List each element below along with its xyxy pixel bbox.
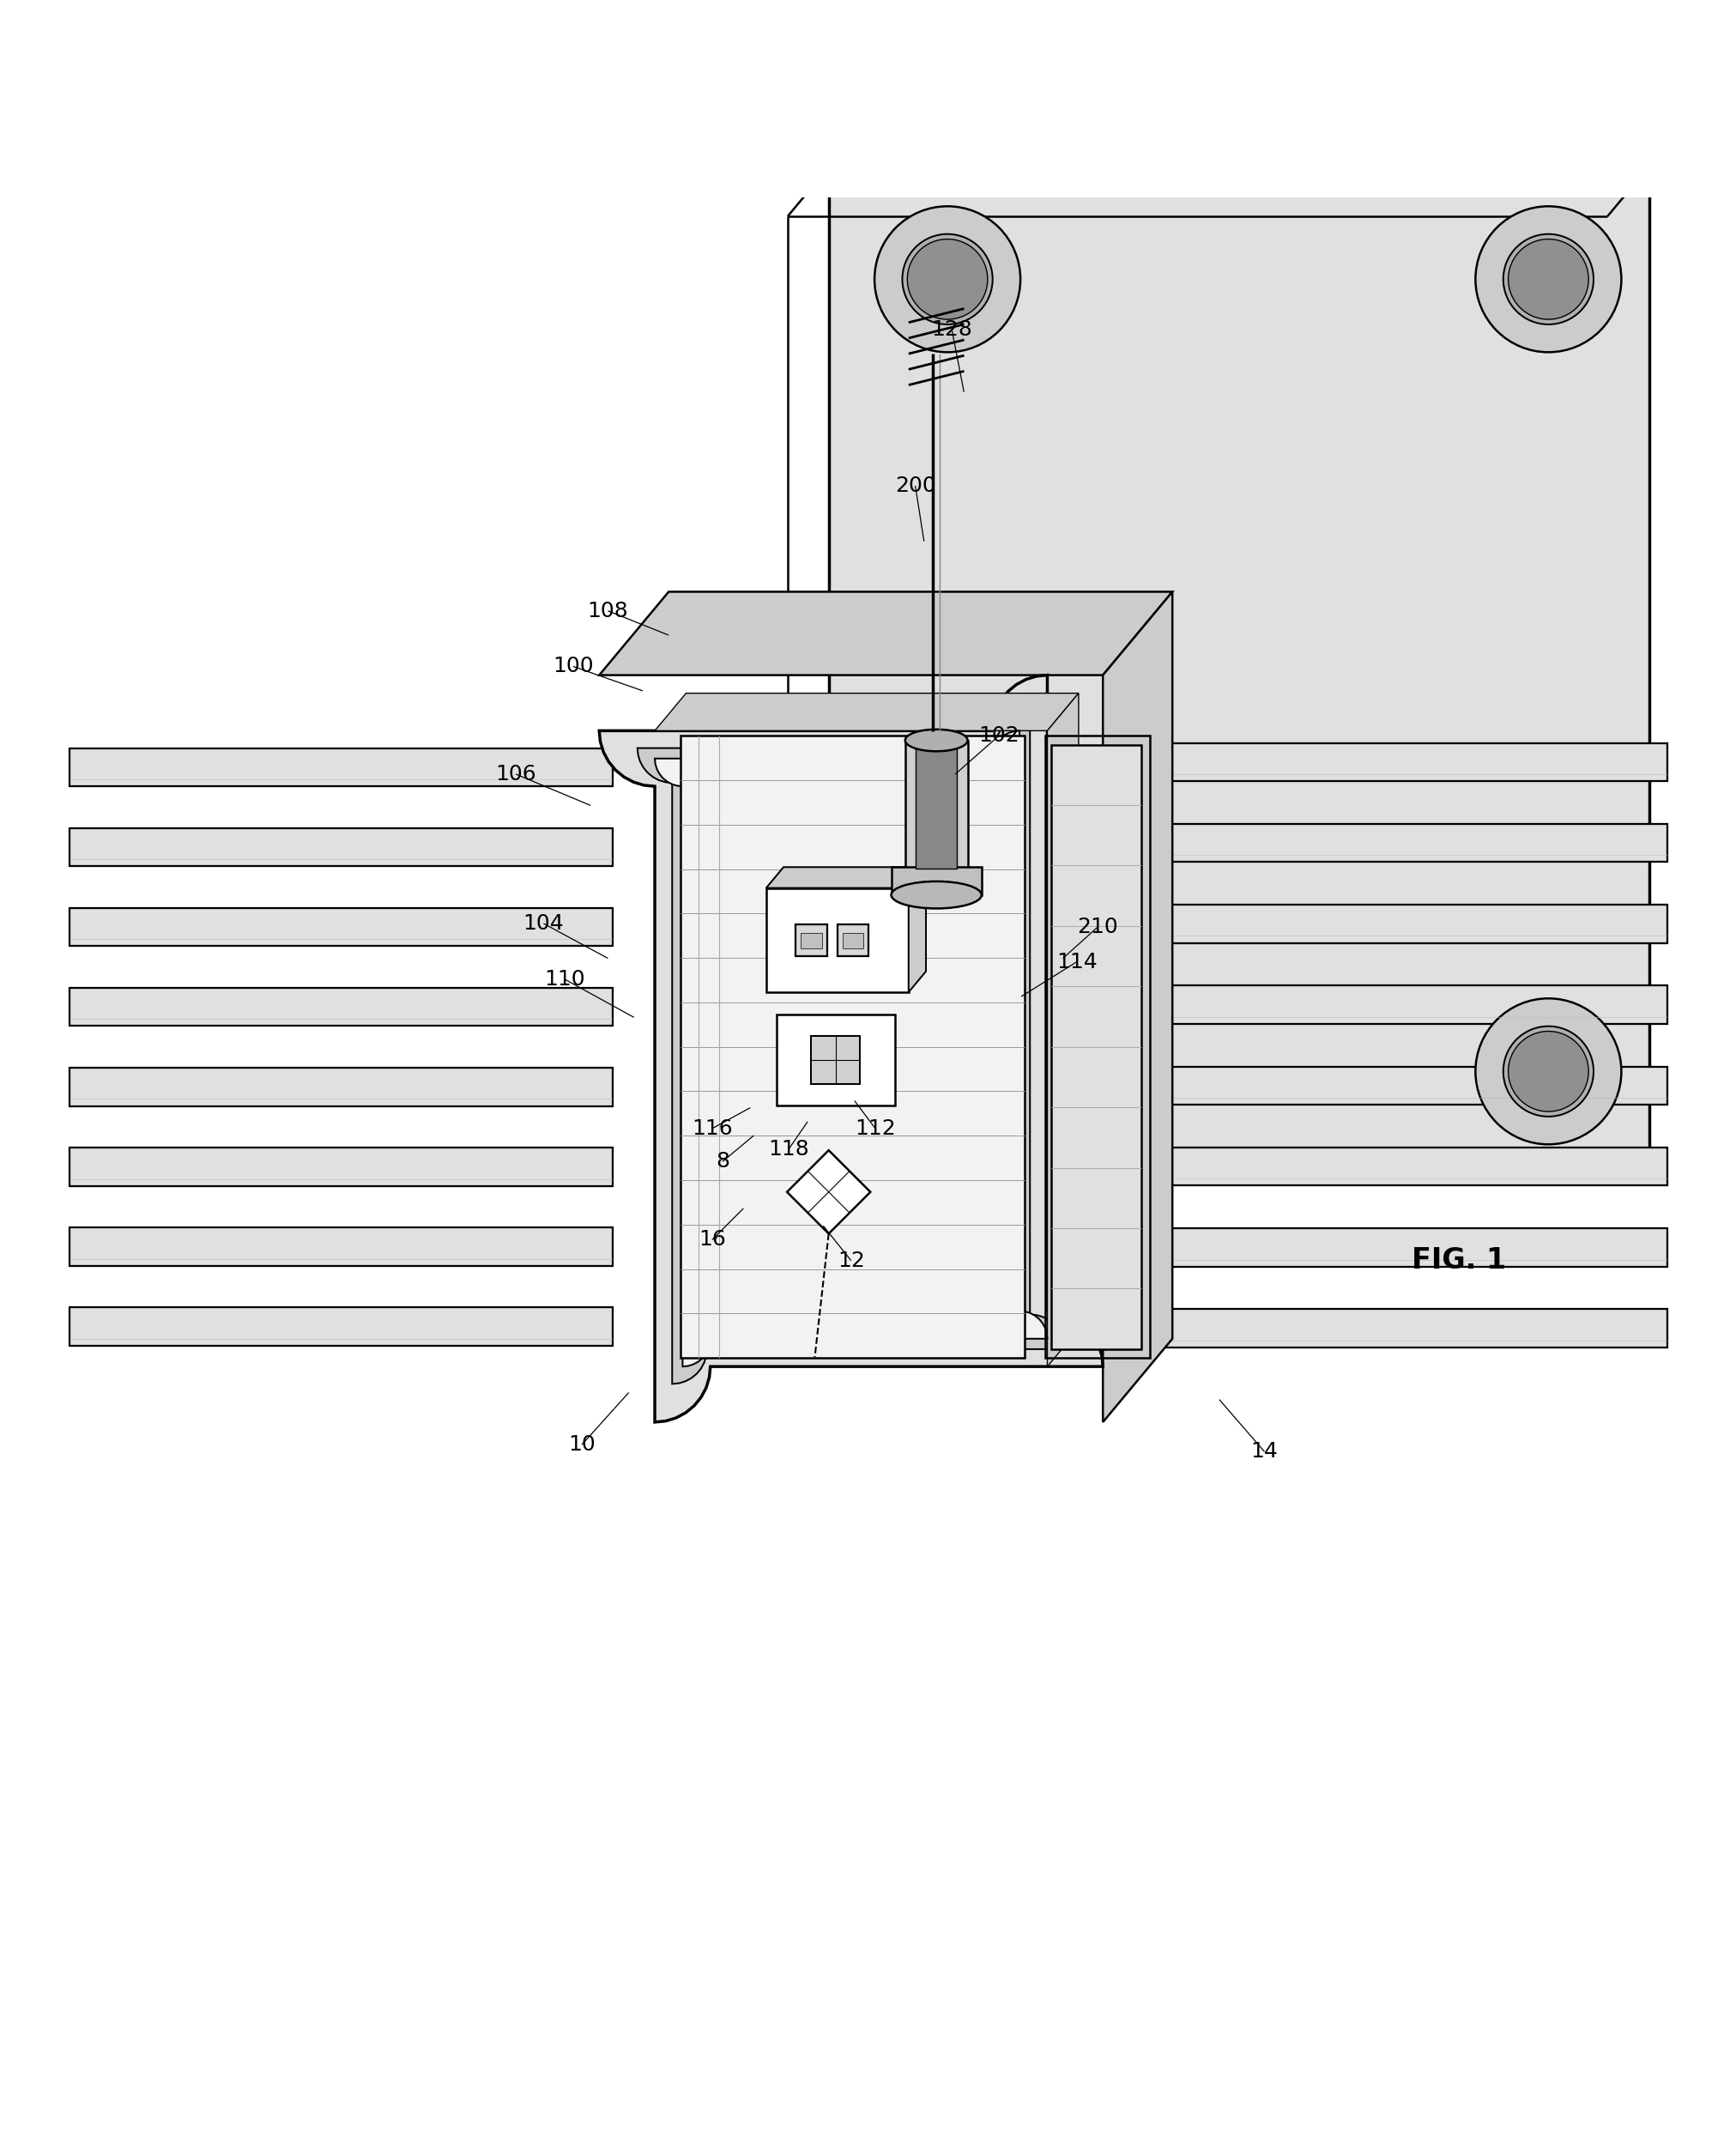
Polygon shape: [908, 868, 925, 991]
Bar: [811, 1036, 859, 1085]
Text: 12: 12: [837, 1249, 865, 1271]
Bar: [1144, 823, 1667, 861]
Bar: [795, 925, 826, 955]
Polygon shape: [637, 714, 1064, 1384]
Polygon shape: [1047, 693, 1078, 1367]
Polygon shape: [599, 676, 1102, 1422]
Ellipse shape: [904, 729, 967, 750]
Polygon shape: [766, 868, 925, 887]
Circle shape: [1474, 207, 1620, 352]
Text: 10: 10: [568, 1435, 595, 1454]
Bar: [1144, 904, 1667, 942]
Bar: [69, 1307, 613, 1345]
Bar: [69, 1068, 613, 1107]
Bar: [1144, 985, 1667, 1023]
Bar: [1144, 742, 1667, 780]
Circle shape: [901, 1025, 991, 1117]
Bar: [904, 740, 967, 874]
Bar: [915, 746, 957, 870]
Circle shape: [906, 1032, 988, 1111]
Circle shape: [873, 207, 1019, 352]
Bar: [1144, 1228, 1667, 1266]
Text: 114: 114: [1055, 951, 1097, 972]
Text: 102: 102: [977, 725, 1019, 746]
Bar: [800, 934, 821, 949]
Text: 108: 108: [587, 601, 628, 620]
Bar: [69, 748, 613, 787]
Bar: [1045, 736, 1149, 1358]
Polygon shape: [1102, 593, 1172, 1422]
Bar: [776, 1015, 894, 1104]
Text: 106: 106: [495, 763, 536, 785]
Text: FIG. 1: FIG. 1: [1411, 1247, 1505, 1275]
Polygon shape: [654, 731, 1047, 1367]
Bar: [681, 736, 1024, 1358]
Bar: [766, 887, 908, 991]
Circle shape: [1507, 239, 1588, 320]
Circle shape: [1502, 1025, 1592, 1117]
Bar: [69, 1228, 613, 1266]
Text: 210: 210: [1076, 917, 1118, 938]
Text: 100: 100: [552, 657, 594, 676]
Circle shape: [1507, 1032, 1588, 1111]
Bar: [1144, 1147, 1667, 1185]
Circle shape: [906, 239, 988, 320]
Bar: [69, 827, 613, 866]
Text: 14: 14: [1250, 1441, 1278, 1463]
Text: 118: 118: [767, 1138, 809, 1160]
Circle shape: [901, 235, 991, 324]
Bar: [1050, 744, 1141, 1350]
Text: 104: 104: [523, 912, 564, 934]
Bar: [837, 925, 868, 955]
Circle shape: [1474, 998, 1620, 1145]
Polygon shape: [599, 593, 1172, 676]
Bar: [69, 908, 613, 947]
Text: 8: 8: [715, 1151, 729, 1173]
Text: 16: 16: [698, 1230, 726, 1249]
Bar: [69, 987, 613, 1025]
Polygon shape: [654, 693, 1078, 731]
Text: 112: 112: [854, 1119, 896, 1138]
Polygon shape: [828, 166, 1647, 1162]
Bar: [842, 934, 863, 949]
Circle shape: [1502, 235, 1592, 324]
Bar: [1144, 1309, 1667, 1347]
Text: 128: 128: [930, 320, 972, 339]
Text: 200: 200: [894, 475, 936, 497]
Circle shape: [873, 998, 1019, 1145]
Bar: [891, 868, 981, 895]
Bar: [69, 1147, 613, 1185]
Polygon shape: [786, 1151, 870, 1234]
Text: 116: 116: [691, 1119, 733, 1138]
Text: 110: 110: [543, 968, 585, 989]
Bar: [1144, 1066, 1667, 1104]
Ellipse shape: [891, 881, 981, 908]
